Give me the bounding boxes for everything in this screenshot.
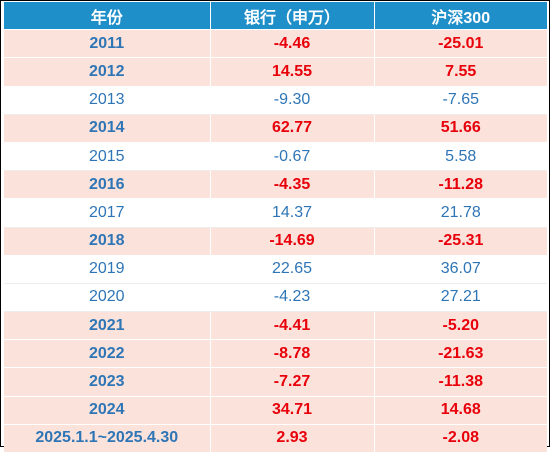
hs300-return-cell: 21.78 (374, 198, 547, 228)
table-row: 2022 -8.78 -21.63 (4, 339, 547, 369)
bank-return-cell: -4.46 (210, 29, 375, 59)
table-row: 2015 -0.67 5.58 (4, 142, 547, 172)
table-row: 2012 14.55 7.55 (4, 57, 547, 87)
year-cell: 2021 (4, 311, 211, 341)
bank-return-cell: 14.37 (210, 198, 375, 228)
bank-return-cell: -8.78 (210, 339, 375, 369)
table-row: 2016 -4.35 -11.28 (4, 170, 547, 200)
year-cell: 2014 (4, 114, 211, 143)
year-cell: 2018 (4, 227, 211, 256)
year-cell: 2012 (4, 57, 211, 87)
hs300-return-cell: 27.21 (374, 283, 547, 313)
hs300-return-cell: 14.68 (374, 396, 547, 425)
hs300-return-cell: -7.65 (374, 86, 547, 115)
bank-return-cell: -4.23 (210, 283, 375, 313)
bank-return-cell: 2.93 (210, 424, 375, 453)
year-cell: 2023 (4, 367, 211, 397)
year-cell: 2015 (4, 142, 211, 172)
table-row: 2011 -4.46 -25.01 (4, 29, 547, 59)
bank-return-cell: 34.71 (210, 396, 375, 425)
table-row: 2020 -4.23 27.21 (4, 283, 547, 313)
table-row: 2021 -4.41 -5.20 (4, 311, 547, 341)
hs300-return-cell: 51.66 (374, 114, 547, 143)
bank-return-cell: 14.55 (210, 57, 375, 87)
header-hs300: 沪深300 (374, 2, 547, 31)
year-cell: 2019 (4, 255, 211, 284)
bank-return-cell: -9.30 (210, 86, 375, 115)
table-body: 2011 -4.46 -25.01 2012 14.55 7.55 2013 -9.30 -7.… (4, 29, 547, 453)
hs300-return-cell: -21.63 (374, 339, 547, 369)
bank-return-cell: -0.67 (210, 142, 375, 172)
hs300-return-cell: -25.31 (374, 227, 547, 256)
table-row: 2023 -7.27 -11.38 (4, 367, 547, 397)
table-row: 2018 -14.69 -25.31 (4, 227, 547, 256)
hs300-return-cell: -11.28 (374, 170, 547, 200)
year-cell: 2024 (4, 396, 211, 425)
table-row: 2014 62.77 51.66 (4, 114, 547, 143)
year-cell: 2017 (4, 198, 211, 228)
year-cell: 2011 (4, 29, 211, 59)
header-row: 年份 银行（申万） 沪深300 (4, 2, 547, 31)
bank-return-cell: 22.65 (210, 255, 375, 284)
year-cell: 2025.1.1~2025.4.30 (4, 424, 211, 453)
year-cell: 2020 (4, 283, 211, 313)
table-row: 2017 14.37 21.78 (4, 198, 547, 228)
bank-return-cell: -7.27 (210, 367, 375, 397)
hs300-return-cell: -2.08 (374, 424, 547, 453)
hs300-return-cell: 5.58 (374, 142, 547, 172)
bank-return-cell: 62.77 (210, 114, 375, 143)
table-row: 2019 22.65 36.07 (4, 255, 547, 284)
year-cell: 2022 (4, 339, 211, 369)
bank-return-cell: -14.69 (210, 227, 375, 256)
hs300-return-cell: 36.07 (374, 255, 547, 284)
table-row: 2024 34.71 14.68 (4, 396, 547, 425)
year-cell: 2013 (4, 86, 211, 115)
header-year: 年份 (4, 2, 211, 31)
header-bank: 银行（申万） (210, 2, 375, 31)
table-row: 2025.1.1~2025.4.30 2.93 -2.08 (4, 424, 547, 453)
hs300-return-cell: 7.55 (374, 57, 547, 87)
hs300-return-cell: -5.20 (374, 311, 547, 341)
year-cell: 2016 (4, 170, 211, 200)
bank-return-cell: -4.41 (210, 311, 375, 341)
returns-table: 年份 银行（申万） 沪深300 2011 -4.46 -25.01 2012 14.55… (4, 2, 547, 453)
hs300-return-cell: -25.01 (374, 29, 547, 59)
hs300-return-cell: -11.38 (374, 367, 547, 397)
bank-return-cell: -4.35 (210, 170, 375, 200)
table-row: 2013 -9.30 -7.65 (4, 86, 547, 115)
